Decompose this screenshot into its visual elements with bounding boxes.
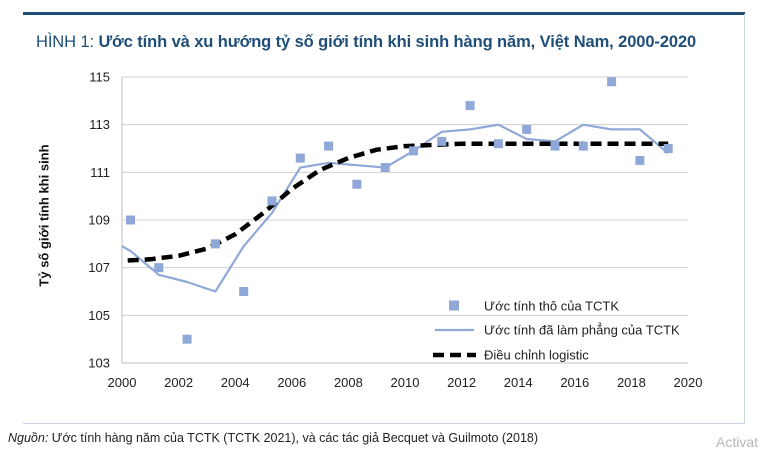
x-tick-label: 2010 xyxy=(391,375,420,390)
crude-point xyxy=(408,146,418,156)
y-tick-label: 103 xyxy=(88,356,110,371)
x-tick-label: 2008 xyxy=(334,375,363,390)
source-text: Ước tính hàng năm của TCTK (TCTK 2021), … xyxy=(51,431,539,445)
y-tick-labels: 103 105 107 109 111 113 115 xyxy=(88,70,110,371)
crude-point xyxy=(154,263,164,273)
crude-point xyxy=(380,163,390,173)
crude-point xyxy=(607,77,617,87)
crude-point xyxy=(267,196,277,206)
x-tick-label: 2002 xyxy=(164,375,193,390)
crude-point xyxy=(465,101,475,111)
x-tick-label: 2018 xyxy=(617,375,646,390)
x-tick-label: 2004 xyxy=(221,375,250,390)
legend-label: Điều chỉnh logistic xyxy=(484,348,589,363)
x-tick-labels: 2000 2002 2004 2006 2008 2010 2012 2014 2016 2018… xyxy=(108,375,703,390)
x-tick-label: 2000 xyxy=(108,375,137,390)
crude-point xyxy=(295,153,305,163)
y-tick-label: 113 xyxy=(89,117,110,132)
y-tick-label: 105 xyxy=(88,308,110,323)
legend-marker-crude xyxy=(449,300,459,311)
y-tick-label: 115 xyxy=(89,70,110,85)
axes xyxy=(121,77,688,364)
crude-point xyxy=(324,141,334,151)
crude-point xyxy=(437,136,447,146)
figure-title: HÌNH 1: Ước tính và xu hướng tỷ số giới … xyxy=(36,33,696,52)
crude-point xyxy=(352,179,362,189)
legend-label: Ước tính đã làm phẳng của TCTK xyxy=(484,323,680,338)
crude-point xyxy=(522,124,532,134)
grid-lines xyxy=(122,76,688,364)
crude-point xyxy=(239,287,249,296)
crude-point xyxy=(635,155,645,165)
y-tick-label: 109 xyxy=(88,213,110,228)
x-tick-label: 2020 xyxy=(674,375,703,390)
crude-point xyxy=(493,139,503,149)
x-tick-label: 2016 xyxy=(560,375,589,390)
figure-title-text: Ước tính và xu hướng tỷ số giới tính khi… xyxy=(98,33,697,51)
crude-point xyxy=(210,239,220,249)
crude-point xyxy=(125,215,135,225)
figure-number: HÌNH 1: xyxy=(36,33,94,51)
y-tick-label: 107 xyxy=(88,260,110,275)
source-label: Nguồn: xyxy=(8,431,49,445)
crude-point xyxy=(578,141,588,151)
x-tick-label: 2014 xyxy=(504,375,533,390)
x-tick-label: 2012 xyxy=(447,375,476,390)
source-note: Nguồn: Ước tính hàng năm của TCTK (TCTK … xyxy=(8,431,538,445)
x-tick-label: 2006 xyxy=(277,375,306,390)
crude-point xyxy=(182,334,192,344)
crude-point xyxy=(663,144,673,153)
title-rule xyxy=(23,12,745,15)
crude-point xyxy=(550,141,560,151)
y-tick-label: 111 xyxy=(90,165,110,180)
figure-frame xyxy=(23,14,745,424)
legend-label: Ước tính thô của TCTK xyxy=(484,299,619,314)
crude-series xyxy=(125,77,673,344)
chart-legend: Ước tính thô của TCTK Ước tính đã làm phẳ… xyxy=(433,299,680,363)
activation-watermark: Activat xyxy=(716,434,759,450)
